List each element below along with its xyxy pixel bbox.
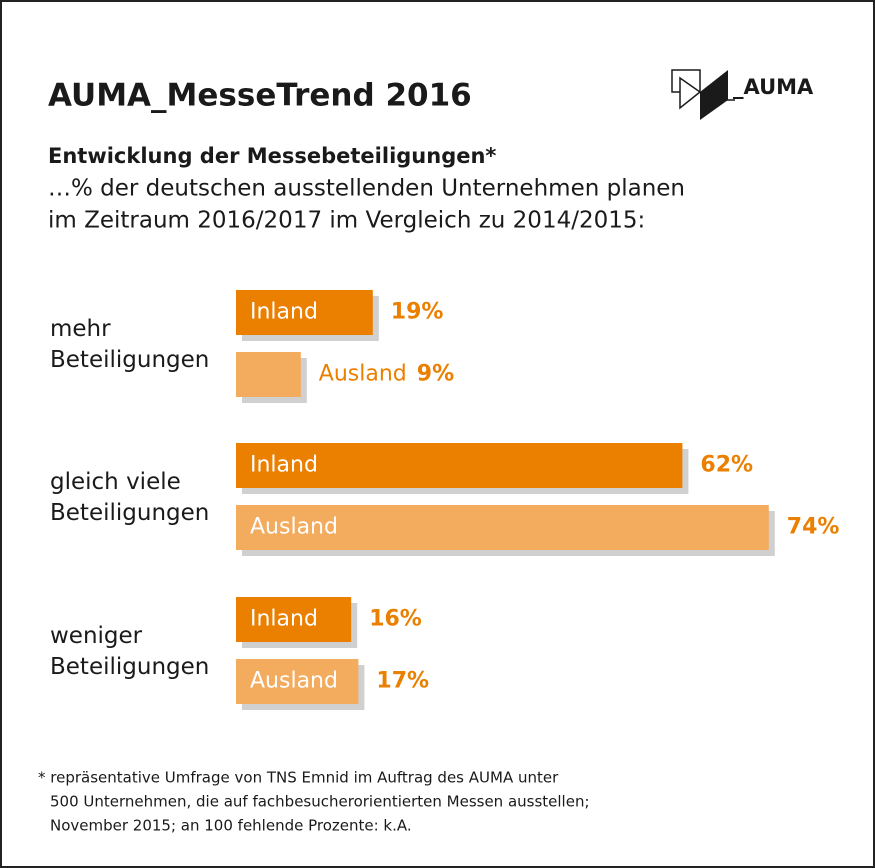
bar [236,597,352,642]
description: im Zeitraum 2016/2017 im Vergleich zu 20… [48,208,645,234]
footnote: November 2015; an 100 fehlende Prozente:… [50,817,412,835]
bar [236,352,301,397]
value-label: 16% [369,607,422,632]
description: …% der deutschen ausstellenden Unternehm… [48,176,685,202]
series-label: Inland [250,607,318,632]
value-label: 9% [417,362,454,387]
series-label: Inland [250,453,318,478]
series-label: Ausland [250,515,338,540]
bar [236,290,373,335]
logo: _AUMA [671,69,814,120]
footnote: 500 Unternehmen, die auf fachbesucherori… [50,793,590,811]
bar [236,505,769,550]
logo-text: _AUMA [733,75,814,99]
footnote: * repräsentative Umfrage von TNS Emnid i… [38,769,559,787]
series-label: Inland [250,300,318,325]
series-label: Ausland [250,669,338,694]
value-label: 17% [376,669,429,694]
bar [236,443,683,488]
value-label: 19% [391,300,444,325]
category-label: weniger Beteiligungen [50,623,210,680]
category-label: gleich viele Beteiligungen [50,469,210,526]
bar [236,659,359,704]
subtitle: Entwicklung der Messebeteiligungen* [48,144,496,168]
value-label: 62% [700,453,753,478]
chart-title: AUMA_MesseTrend 2016 [48,78,472,114]
category-label: mehr Beteiligungen [50,316,210,373]
value-label: 74% [787,515,840,540]
series-label: Ausland [319,362,407,387]
